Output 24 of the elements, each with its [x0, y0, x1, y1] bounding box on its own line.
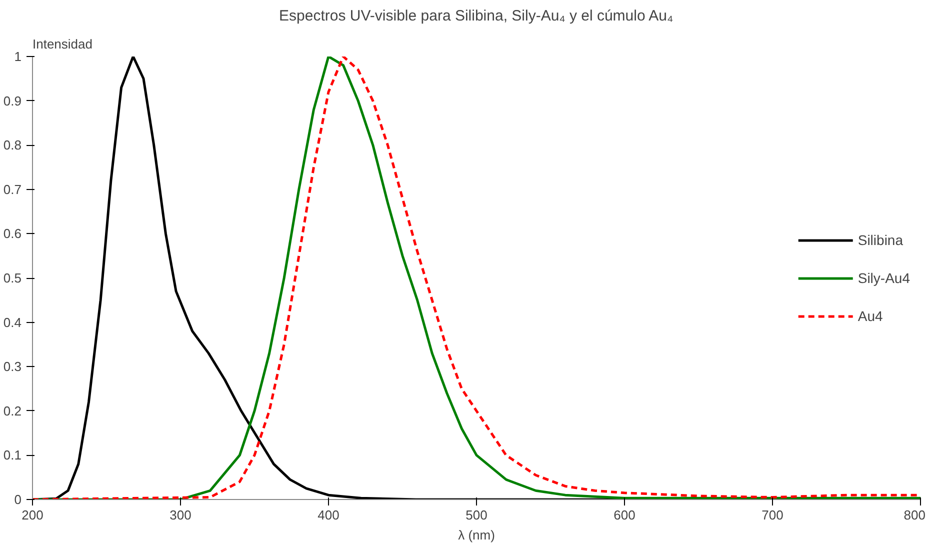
x-tick-label: 600 [614, 508, 636, 522]
x-tick-label: 800 [904, 508, 926, 522]
legend-label: Silibina [858, 232, 903, 248]
y-tick-label: 0.7 [3, 182, 22, 197]
y-tick-label: 0.9 [3, 93, 22, 108]
y-tick-label: 0.3 [3, 359, 22, 374]
chart-title: Espectros UV-visible para Silibina, Sily-Au₄ y el cúmulo Au₄ [279, 8, 674, 24]
x-tick-label: 300 [170, 508, 192, 522]
y-tick-label: 0.4 [3, 314, 22, 330]
y-tick-label: 1 [14, 49, 22, 64]
x-tick-label: 700 [762, 508, 784, 522]
x-tick-label: 400 [318, 508, 340, 522]
legend-label: Au4 [858, 308, 883, 324]
y-tick-label: 0 [14, 492, 22, 507]
x-tick-label: 200 [22, 508, 44, 522]
y-tick-label: 0.8 [3, 138, 22, 153]
x-tick-label: 500 [466, 508, 488, 522]
legend-label: Sily-Au4 [858, 270, 910, 286]
y-tick-label: 0.6 [3, 226, 22, 242]
y-axis-title: Intensidad [32, 36, 92, 52]
y-tick-label: 0.2 [3, 403, 22, 418]
y-tick-label: 0.1 [3, 448, 22, 463]
y-tick-label: 0.5 [3, 270, 22, 286]
x-axis-title: λ (nm) [458, 528, 495, 542]
